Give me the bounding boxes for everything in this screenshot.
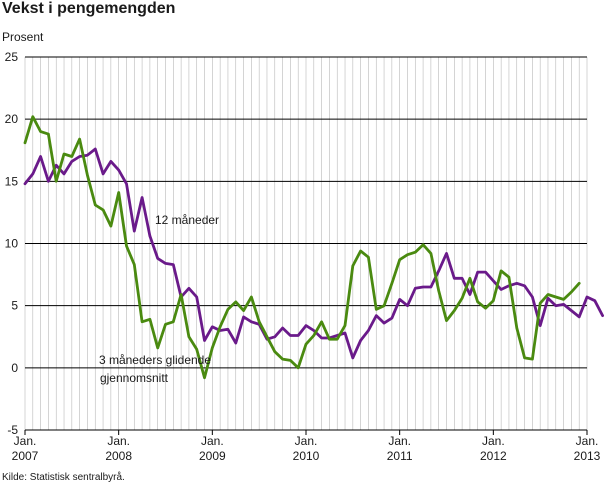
x-tick-label-month: Jan. xyxy=(482,434,505,448)
y-tick-label: 25 xyxy=(5,50,19,64)
series-label-12-maneder: 12 måneder xyxy=(155,213,219,227)
x-tick-label-month: Jan. xyxy=(201,434,224,448)
y-tick-label: -5 xyxy=(7,423,18,437)
y-tick-label: 5 xyxy=(11,299,18,313)
y-axis-label: Prosent xyxy=(2,30,44,44)
series-label-3-maneder-line2: gjennomsnitt xyxy=(100,371,169,385)
series-lines xyxy=(23,115,604,380)
y-tick-label: 20 xyxy=(5,112,19,126)
x-tick-label-month: Jan. xyxy=(107,434,130,448)
x-tick-label-year: 2008 xyxy=(105,449,132,463)
y-tick-label: 0 xyxy=(11,361,18,375)
source-note: Kilde: Statistisk sentralbyrå. xyxy=(2,472,125,483)
x-tick-label-year: 2013 xyxy=(574,449,601,463)
y-tick-label: 15 xyxy=(5,174,19,188)
x-tick-label-year: 2007 xyxy=(12,449,39,463)
chart-title: Vekst i pengemengden xyxy=(2,0,176,17)
x-tick-label-year: 2011 xyxy=(387,449,413,463)
gridlines xyxy=(24,56,588,431)
x-tick-label-year: 2012 xyxy=(480,449,507,463)
x-tick-label-year: 2009 xyxy=(199,449,226,463)
x-tick-label-year: 2010 xyxy=(293,449,320,463)
y-tick-label: 10 xyxy=(5,237,19,251)
axis-ticks: -50510152025Jan.2007Jan.2008Jan.2009Jan.… xyxy=(5,50,601,463)
x-tick-label-month: Jan. xyxy=(295,434,318,448)
series-line-3-maneder xyxy=(23,115,581,380)
series-label-3-maneder-line1: 3 måneders glidende xyxy=(99,353,211,367)
x-tick-label-month: Jan. xyxy=(576,434,599,448)
series-line-12-maneder xyxy=(23,147,604,360)
x-tick-label-month: Jan. xyxy=(388,434,411,448)
x-tick-label-month: Jan. xyxy=(14,434,37,448)
